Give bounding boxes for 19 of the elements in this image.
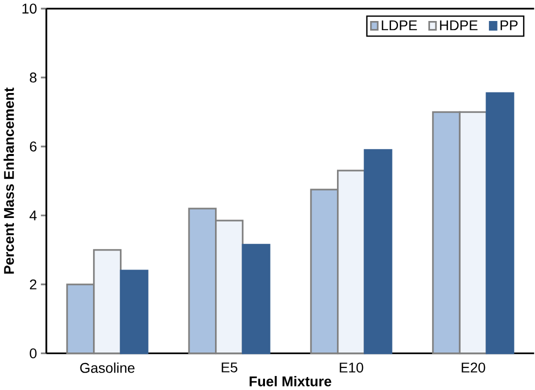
y-tick-label: 0 xyxy=(30,348,37,358)
legend-label: PP xyxy=(500,20,518,30)
y-axis-title: Percent Mass Enhancement xyxy=(4,88,14,274)
y-tick-label: 4 xyxy=(30,210,37,220)
bar xyxy=(486,92,514,354)
y-tick-label: 8 xyxy=(30,72,36,83)
y-tick-label: 6 xyxy=(30,141,36,152)
legend-label: HDPE xyxy=(440,20,478,30)
y-tick-label: 2 xyxy=(30,279,36,290)
bar xyxy=(242,244,270,354)
x-tick-label: E10 xyxy=(340,362,364,373)
x-tick-label: E5 xyxy=(222,362,238,372)
x-tick-label: Gasoline xyxy=(80,362,134,373)
x-axis-title: Fuel Mixture xyxy=(250,376,332,386)
y-tick-label: 10 xyxy=(22,4,37,14)
x-tick-label: E20 xyxy=(462,362,486,373)
bar xyxy=(120,270,148,354)
legend-label: LDPE xyxy=(382,20,417,30)
bar xyxy=(364,149,392,354)
